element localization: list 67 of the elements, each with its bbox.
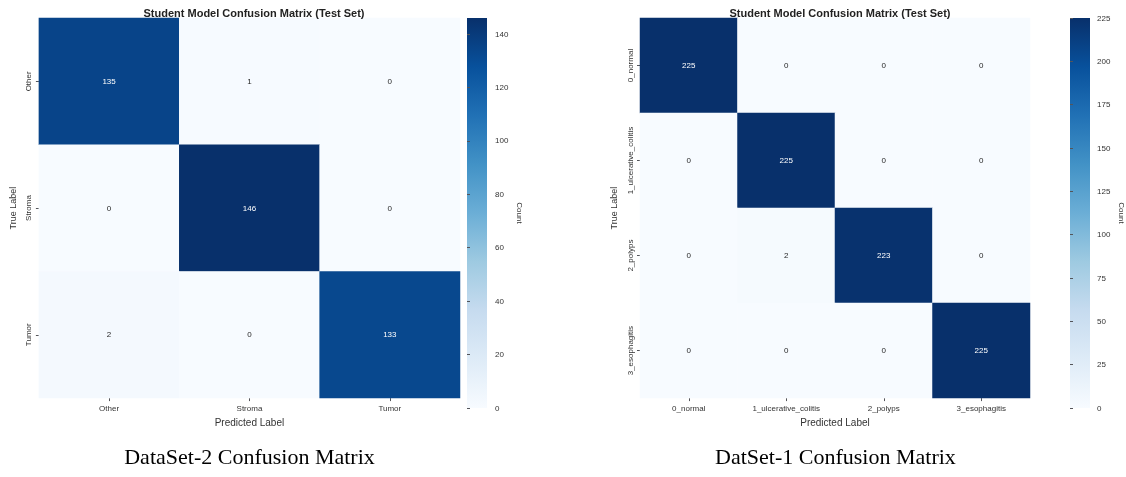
data-label: 225 xyxy=(974,346,989,356)
y-tick-label: 0_normal xyxy=(625,48,635,83)
data-label: 0 xyxy=(247,330,253,340)
x-tick-label: 1_ulcerative_colitis xyxy=(752,403,821,413)
color-bar-label: 175 xyxy=(1097,100,1111,110)
chart-title: Student Model Confusion Matrix (Test Set) xyxy=(729,6,951,19)
text: DataSet-2 Confusion Matrix xyxy=(123,444,376,470)
y-tick-label: Stroma xyxy=(24,194,34,221)
data-label: 223 xyxy=(877,251,891,261)
data-label: 0 xyxy=(881,346,887,356)
color-bar-label: 60 xyxy=(495,243,505,253)
chart-title: Student Model Confusion Matrix (Test Set) xyxy=(143,6,365,19)
data-label: 133 xyxy=(383,330,398,340)
data-label: 0 xyxy=(686,156,692,166)
color-bar-label: 125 xyxy=(1097,186,1111,196)
text: DatSet-1 Confusion Matrix xyxy=(714,444,957,470)
y-tick-label: 1_ulcerative_colitis xyxy=(625,126,635,195)
data-label: 0 xyxy=(784,346,790,356)
color-bar-label: 100 xyxy=(1097,230,1111,240)
y-axis-title: True Label xyxy=(7,186,18,230)
data-label: 0 xyxy=(686,346,692,356)
data-label: 1 xyxy=(247,76,253,86)
color-bar-label: 75 xyxy=(1097,273,1107,283)
data-label: 0 xyxy=(979,61,985,71)
data-label: 0 xyxy=(686,251,692,261)
x-axis-title: Predicted Label xyxy=(214,416,285,428)
data-label: 0 xyxy=(979,251,985,261)
x-tick-label: 0_normal xyxy=(672,403,706,413)
color-bar-label: 140 xyxy=(495,29,509,39)
data-label: 0 xyxy=(106,203,112,213)
y-axis-title: True Label xyxy=(608,186,619,230)
color-bar-label: 50 xyxy=(1097,316,1107,326)
color-bar-label: 25 xyxy=(1097,360,1107,370)
color-bar-label: 80 xyxy=(495,189,505,199)
y-tick-label: Other xyxy=(24,71,34,92)
x-tick-label: 2_polyps xyxy=(867,403,900,413)
x-tick-label: 3_esophagitis xyxy=(956,403,1006,413)
data-label: 2 xyxy=(784,251,790,261)
data-label: 0 xyxy=(979,156,985,166)
data-label: 146 xyxy=(242,203,257,213)
x-tick-label: Tumor xyxy=(378,403,402,413)
data-label: 2 xyxy=(106,330,112,340)
data-label: 0 xyxy=(387,76,393,86)
color-bar-label: 0 xyxy=(1097,403,1102,413)
y-tick-label: Tumor xyxy=(24,323,34,347)
data-label: 225 xyxy=(779,156,794,166)
y-tick-label: 3_esophagitis xyxy=(625,325,635,376)
color-bar-label: 20 xyxy=(495,350,505,360)
x-tick-label: Other xyxy=(99,403,120,413)
data-label: 0 xyxy=(387,203,393,213)
data-label: 225 xyxy=(682,61,696,71)
color-bar-title: Count xyxy=(514,202,524,225)
x-axis-title: Predicted Label xyxy=(800,416,870,428)
data-label: 0 xyxy=(784,61,790,71)
color-bar-label: 200 xyxy=(1097,56,1111,66)
data-label: 0 xyxy=(881,156,887,166)
color-bar-label: 100 xyxy=(495,136,509,146)
color-bar-label: 225 xyxy=(1097,13,1111,23)
color-bar-label: 40 xyxy=(495,296,505,306)
y-tick-label: 2_polyps xyxy=(625,239,635,272)
data-label: 0 xyxy=(881,61,887,71)
color-bar-label: 150 xyxy=(1097,143,1111,153)
color-bar-title: Count xyxy=(1116,202,1126,225)
color-bar-label: 120 xyxy=(495,82,509,92)
data-label: 135 xyxy=(102,76,117,86)
x-tick-label: Stroma xyxy=(236,403,263,413)
color-bar-label: 0 xyxy=(495,403,500,413)
